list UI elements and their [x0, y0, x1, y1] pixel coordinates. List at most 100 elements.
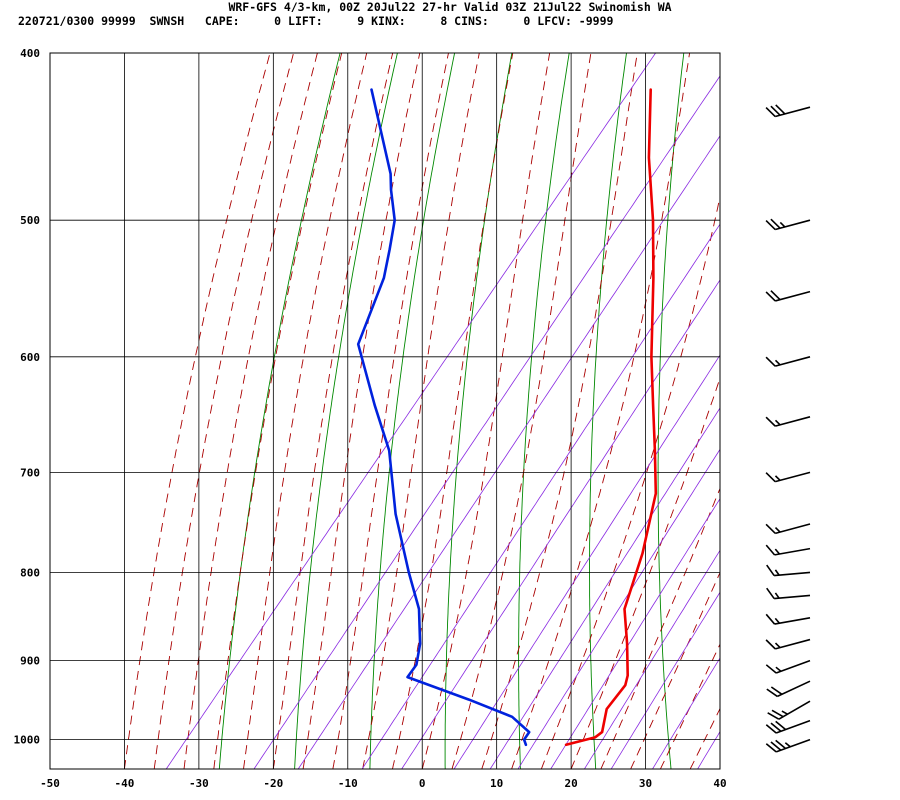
background-lines — [123, 44, 897, 769]
x-tick-label: 20 — [564, 777, 577, 790]
barb-feather — [774, 359, 781, 366]
y-axis-ticks: 400 500 600 700 800 900 1000 — [14, 47, 41, 747]
wind-barb — [765, 471, 811, 483]
profiles — [356, 88, 658, 747]
barb-feather — [766, 688, 778, 698]
barb-feather — [774, 617, 781, 624]
wind-barb — [765, 544, 811, 556]
mixing-ratio-line — [517, 448, 720, 769]
moist-adiabat — [302, 53, 421, 769]
wind-barb — [765, 218, 811, 231]
mixing-ratio-line — [697, 730, 720, 769]
barb-staff — [775, 719, 811, 734]
wind-barb — [766, 564, 811, 577]
wind-barb — [766, 587, 811, 600]
moist-adiabat — [272, 53, 394, 769]
dry-adiabat — [789, 44, 822, 769]
moist-adiabat — [540, 194, 720, 769]
barb-staff — [777, 680, 811, 698]
barb-staff — [774, 571, 811, 577]
barb-staff — [775, 416, 811, 427]
x-tick-label: -50 — [40, 777, 60, 790]
wind-barb — [765, 613, 811, 625]
barb-feather — [774, 642, 781, 649]
barb-staff — [775, 106, 811, 118]
barb-feather — [781, 710, 788, 715]
y-tick-label: 400 — [20, 47, 40, 60]
wind-barb — [765, 290, 811, 302]
x-tick-label: 10 — [490, 777, 503, 790]
wind-barb — [765, 523, 811, 535]
y-tick-label: 700 — [20, 466, 40, 479]
barb-staff — [775, 290, 811, 302]
x-tick-label: 40 — [713, 777, 726, 790]
mixing-ratio-line — [361, 223, 720, 769]
dry-adiabat — [218, 53, 341, 769]
y-tick-label: 900 — [20, 655, 40, 668]
x-tick-label: -30 — [189, 777, 209, 790]
barb-feather — [770, 686, 783, 695]
mixing-ratio-line — [584, 549, 720, 769]
barb-feather — [779, 221, 786, 228]
mixing-ratio-line — [165, 53, 657, 769]
moist-adiabat — [243, 53, 368, 769]
x-tick-label: 0 — [419, 777, 426, 790]
wind-barb — [765, 719, 811, 734]
moist-adiabat — [213, 53, 343, 769]
barb-feather — [774, 419, 781, 426]
moist-adiabat — [451, 53, 592, 769]
dry-adiabat — [518, 53, 570, 769]
mixing-ratio-line — [652, 657, 720, 769]
dry-adiabat — [724, 44, 746, 769]
moist-adiabat — [481, 53, 638, 769]
barb-feather — [775, 720, 787, 731]
mixing-ratio-line — [550, 498, 720, 769]
barb-feather — [774, 592, 780, 599]
dry-adiabat — [851, 44, 897, 769]
chart-title: WRF-GFS 4/3-km, 00Z 20Jul22 27-hr Valid … — [228, 0, 672, 14]
x-tick-label: -20 — [263, 777, 283, 790]
barb-feather — [770, 290, 781, 301]
barb-feather — [774, 475, 781, 481]
mixing-ratio-line — [610, 591, 720, 769]
barb-staff — [774, 617, 811, 625]
wind-barb — [765, 356, 811, 367]
y-tick-label: 1000 — [14, 734, 41, 747]
barb-feather — [765, 639, 776, 650]
barb-feather — [771, 709, 784, 718]
moist-adiabat — [630, 571, 720, 769]
moist-adiabat — [600, 487, 720, 769]
y-tick-label: 600 — [20, 351, 40, 364]
moist-adiabat — [421, 53, 551, 769]
mixing-ratio-line — [297, 135, 720, 769]
dry-adiabat — [294, 53, 398, 769]
barb-staff — [775, 523, 811, 535]
barb-staff — [774, 547, 811, 556]
moist-adiabat — [332, 53, 449, 769]
barb-feather — [765, 291, 776, 302]
mixing-ratio-line — [253, 75, 720, 769]
barb-feather — [774, 548, 781, 555]
wind-barb — [765, 104, 811, 118]
wind-barb — [766, 680, 811, 698]
barb-feather — [770, 218, 781, 229]
barb-staff — [775, 659, 811, 674]
x-tick-label: -10 — [338, 777, 358, 790]
barb-feather — [765, 544, 776, 556]
dewpoint-line — [356, 88, 531, 747]
dry-adiabat — [657, 53, 685, 769]
mixing-ratio-line — [401, 279, 720, 769]
moist-adiabat — [183, 53, 318, 769]
barb-feather — [765, 356, 776, 367]
dry-adiabat — [444, 53, 513, 769]
x-tick-label: 30 — [639, 777, 652, 790]
dry-adiabat — [369, 53, 456, 769]
mixing-ratio-line — [489, 407, 720, 769]
barb-staff — [774, 594, 811, 600]
moist-adiabat — [570, 376, 720, 769]
barb-feather — [767, 712, 780, 720]
barb-feather — [765, 613, 776, 625]
barb-feather — [765, 664, 777, 674]
barb-feather — [770, 105, 781, 116]
